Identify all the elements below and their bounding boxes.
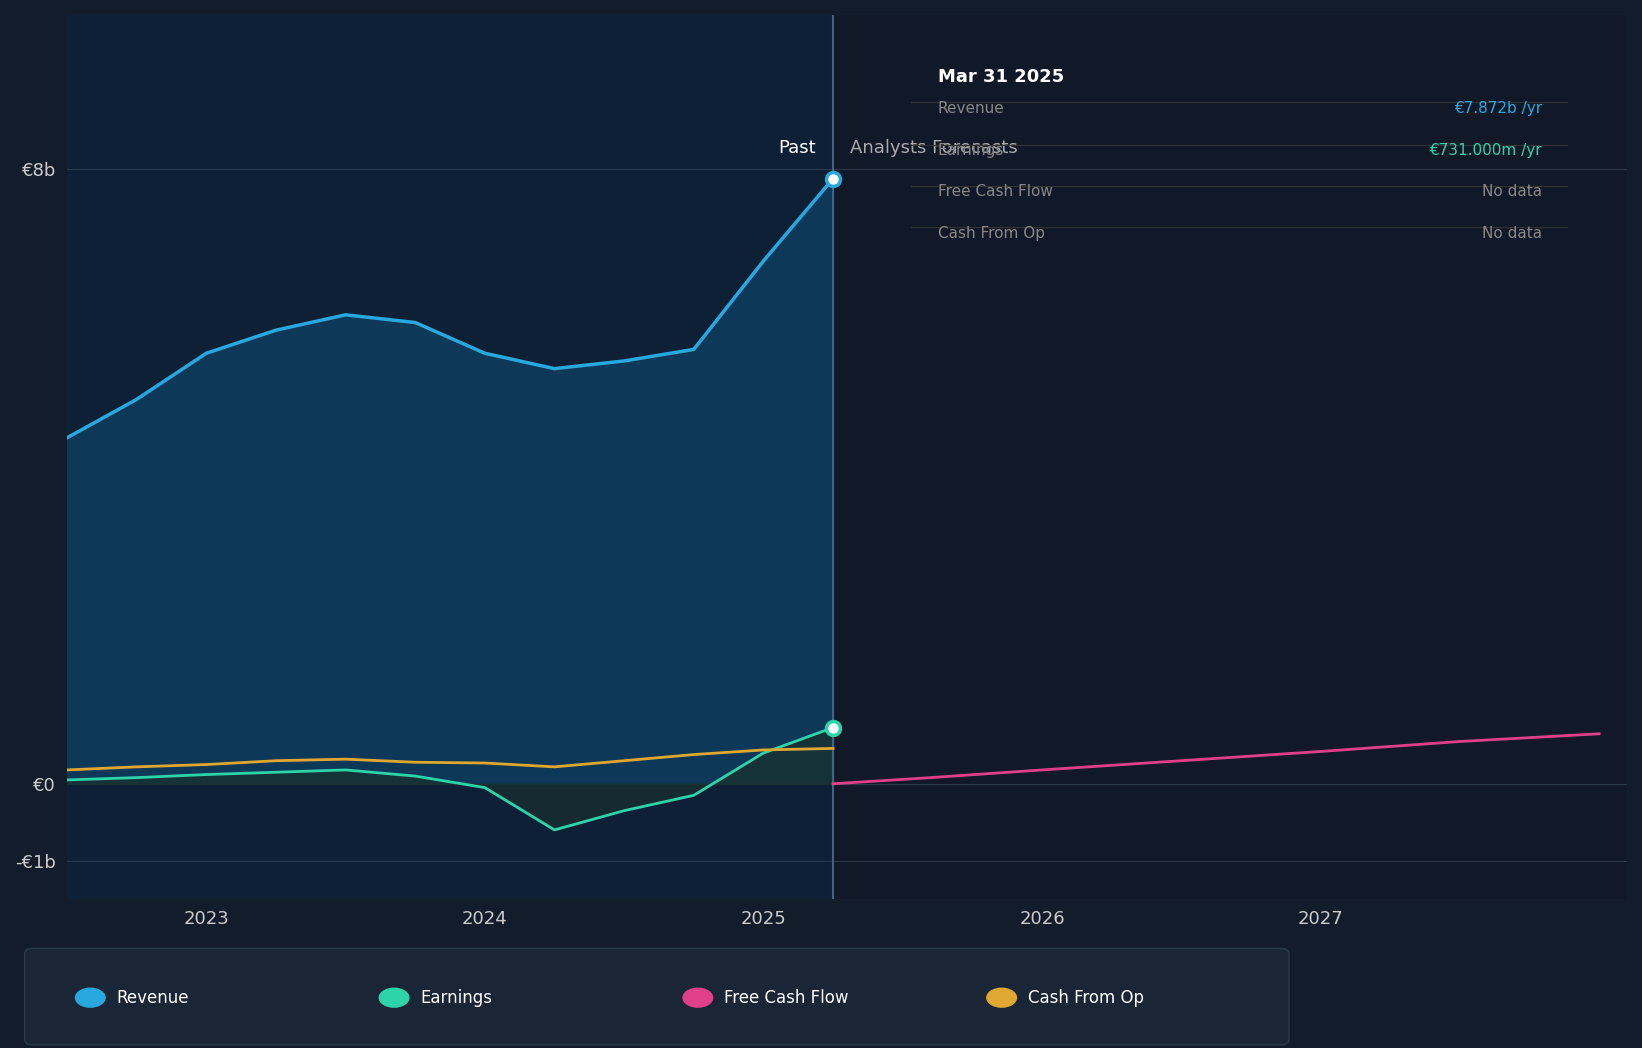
Text: Analysts Forecasts: Analysts Forecasts <box>851 139 1018 157</box>
Text: No data: No data <box>1481 183 1542 199</box>
Bar <box>67 15 832 899</box>
Text: Revenue: Revenue <box>117 988 189 1007</box>
Text: Earnings: Earnings <box>420 988 493 1007</box>
Bar <box>832 15 1627 899</box>
Text: Free Cash Flow: Free Cash Flow <box>938 183 1053 199</box>
Text: Revenue: Revenue <box>938 101 1005 116</box>
Text: €7.872b /yr: €7.872b /yr <box>1453 101 1542 116</box>
Text: No data: No data <box>1481 225 1542 241</box>
Text: Cash From Op: Cash From Op <box>1028 988 1144 1007</box>
Text: Past: Past <box>778 139 816 157</box>
Text: Earnings: Earnings <box>938 143 1003 158</box>
Text: Cash From Op: Cash From Op <box>938 225 1044 241</box>
Text: Mar 31 2025: Mar 31 2025 <box>938 68 1064 86</box>
Text: Free Cash Flow: Free Cash Flow <box>724 988 849 1007</box>
Text: €731.000m /yr: €731.000m /yr <box>1429 143 1542 158</box>
